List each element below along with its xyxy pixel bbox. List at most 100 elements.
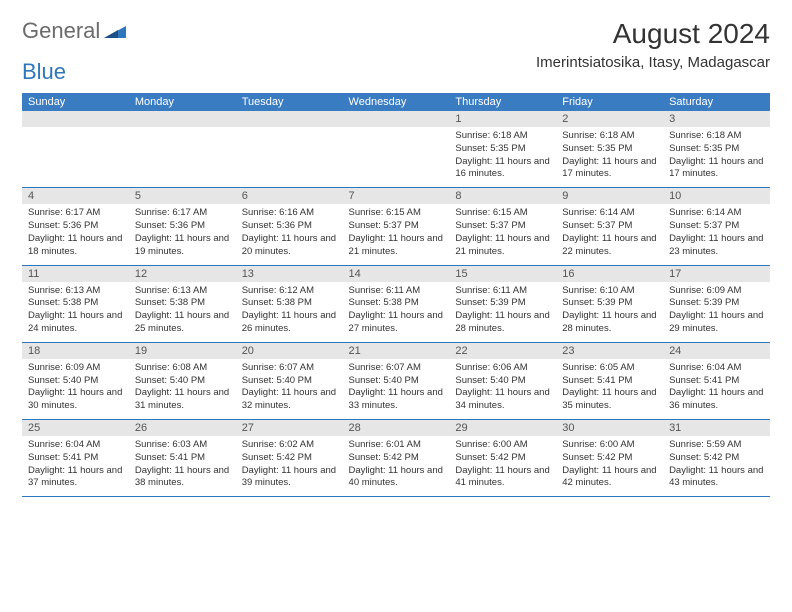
- day-number: 25: [22, 420, 129, 437]
- sunrise: Sunrise: 6:01 AM: [349, 439, 444, 452]
- day-detail: Sunrise: 6:18 AMSunset: 5:35 PMDaylight:…: [449, 127, 556, 188]
- sunrise: Sunrise: 6:10 AM: [562, 285, 657, 298]
- daylight: Daylight: 11 hours and 16 minutes.: [455, 156, 550, 182]
- day-number: 19: [129, 342, 236, 359]
- day-detail: Sunrise: 6:11 AMSunset: 5:38 PMDaylight:…: [343, 282, 450, 343]
- daynum-row: 25262728293031: [22, 420, 770, 437]
- detail-row: Sunrise: 6:09 AM Sunset: 5:40 PM Daylight:…: [22, 359, 770, 420]
- sunset: Sunset: 5:41 PM: [135, 452, 230, 465]
- logo-text-a: General: [22, 18, 100, 44]
- daylight: Daylight: 11 hours and 28 minutes.: [455, 310, 550, 336]
- daylight: Daylight: 11 hours and 33 minutes.: [349, 387, 444, 413]
- day-number: 27: [236, 420, 343, 437]
- day-detail: Sunrise: 6:14 AMSunset: 5:37 PMDaylight:…: [663, 204, 770, 265]
- sunset: Sunset: 5:41 PM: [562, 375, 657, 388]
- sunrise: Sunrise: 6:11 AM: [455, 285, 550, 298]
- sunrise: Sunrise: 6:04 AM: [28, 439, 123, 452]
- daylight: Daylight: 11 hours and 39 minutes.: [242, 465, 337, 491]
- day-number: 21: [343, 342, 450, 359]
- weekday-header: Saturday: [663, 93, 770, 111]
- day-number: 8: [449, 188, 556, 205]
- day-number: 7: [343, 188, 450, 205]
- daylight: Daylight: 11 hours and 24 minutes.: [28, 310, 123, 336]
- day-detail: Sunrise: 6:03 AMSunset: 5:41 PMDaylight:…: [129, 436, 236, 497]
- day-detail: Sunrise: 6:13 AMSunset: 5:38 PMDaylight:…: [22, 282, 129, 343]
- day-number: 9: [556, 188, 663, 205]
- daylight: Daylight: 11 hours and 43 minutes.: [669, 465, 764, 491]
- sunset: Sunset: 5:42 PM: [562, 452, 657, 465]
- day-detail: Sunrise: 6:05 AMSunset: 5:41 PMDaylight:…: [556, 359, 663, 420]
- day-detail: Sunrise: 5:59 AMSunset: 5:42 PMDaylight:…: [663, 436, 770, 497]
- day-detail: Sunrise: 6:09 AMSunset: 5:40 PMDaylight:…: [22, 359, 129, 420]
- day-detail: Sunrise: 6:00 AMSunset: 5:42 PMDaylight:…: [449, 436, 556, 497]
- daylight: Daylight: 11 hours and 41 minutes.: [455, 465, 550, 491]
- daynum-row: 11121314151617: [22, 265, 770, 282]
- day-number: 28: [343, 420, 450, 437]
- sunrise: Sunrise: 6:13 AM: [135, 285, 230, 298]
- day-number: 2: [556, 111, 663, 127]
- day-detail: Sunrise: 6:04 AMSunset: 5:41 PMDaylight:…: [22, 436, 129, 497]
- day-detail: [129, 127, 236, 188]
- daylight: Daylight: 11 hours and 27 minutes.: [349, 310, 444, 336]
- sunset: Sunset: 5:39 PM: [455, 297, 550, 310]
- day-number: 22: [449, 342, 556, 359]
- sunrise: Sunrise: 6:11 AM: [349, 285, 444, 298]
- sunset: Sunset: 5:42 PM: [349, 452, 444, 465]
- day-number: 16: [556, 265, 663, 282]
- day-number: 17: [663, 265, 770, 282]
- daylight: Daylight: 11 hours and 17 minutes.: [562, 156, 657, 182]
- sunset: Sunset: 5:42 PM: [455, 452, 550, 465]
- daylight: Daylight: 11 hours and 34 minutes.: [455, 387, 550, 413]
- sunset: Sunset: 5:38 PM: [242, 297, 337, 310]
- daylight: Daylight: 11 hours and 36 minutes.: [669, 387, 764, 413]
- daylight: Daylight: 11 hours and 26 minutes.: [242, 310, 337, 336]
- sunrise: Sunrise: 6:15 AM: [349, 207, 444, 220]
- sunrise: Sunrise: 6:14 AM: [562, 207, 657, 220]
- day-number: 4: [22, 188, 129, 205]
- sunset: Sunset: 5:41 PM: [28, 452, 123, 465]
- day-detail: Sunrise: 6:07 AMSunset: 5:40 PMDaylight:…: [236, 359, 343, 420]
- daylight: Daylight: 11 hours and 38 minutes.: [135, 465, 230, 491]
- sunset: Sunset: 5:42 PM: [242, 452, 337, 465]
- sunrise: Sunrise: 6:16 AM: [242, 207, 337, 220]
- sunrise: Sunrise: 6:06 AM: [455, 362, 550, 375]
- daylight: Daylight: 11 hours and 22 minutes.: [562, 233, 657, 259]
- day-number: 11: [22, 265, 129, 282]
- daylight: Daylight: 11 hours and 17 minutes.: [669, 156, 764, 182]
- daylight: Daylight: 11 hours and 30 minutes.: [28, 387, 123, 413]
- page: General August 2024 Imerintsiatosika, It…: [0, 0, 792, 515]
- daylight: Daylight: 11 hours and 42 minutes.: [562, 465, 657, 491]
- day-detail: Sunrise: 6:16 AMSunset: 5:36 PMDaylight:…: [236, 204, 343, 265]
- daylight: Daylight: 11 hours and 20 minutes.: [242, 233, 337, 259]
- weekday-row: Sunday Monday Tuesday Wednesday Thursday…: [22, 93, 770, 111]
- day-number: 18: [22, 342, 129, 359]
- day-number: 12: [129, 265, 236, 282]
- day-number: 23: [556, 342, 663, 359]
- day-number: 29: [449, 420, 556, 437]
- sunset: Sunset: 5:40 PM: [135, 375, 230, 388]
- sunset: Sunset: 5:37 PM: [455, 220, 550, 233]
- day-number: [129, 111, 236, 127]
- day-detail: Sunrise: 6:11 AMSunset: 5:39 PMDaylight:…: [449, 282, 556, 343]
- day-detail: Sunrise: 6:04 AMSunset: 5:41 PMDaylight:…: [663, 359, 770, 420]
- weekday-header: Monday: [129, 93, 236, 111]
- day-detail: Sunrise: 6:12 AMSunset: 5:38 PMDaylight:…: [236, 282, 343, 343]
- sunset: Sunset: 5:35 PM: [562, 143, 657, 156]
- daylight: Daylight: 11 hours and 28 minutes.: [562, 310, 657, 336]
- daylight: Daylight: 11 hours and 37 minutes.: [28, 465, 123, 491]
- day-detail: Sunrise: 6:02 AMSunset: 5:42 PMDaylight:…: [236, 436, 343, 497]
- day-number: 5: [129, 188, 236, 205]
- daylight: Daylight: 11 hours and 21 minutes.: [455, 233, 550, 259]
- day-detail: Sunrise: 6:18 AMSunset: 5:35 PMDaylight:…: [556, 127, 663, 188]
- day-detail: Sunrise: 6:06 AMSunset: 5:40 PMDaylight:…: [449, 359, 556, 420]
- sunrise: Sunrise: 6:00 AM: [562, 439, 657, 452]
- sunrise: Sunrise: 6:02 AM: [242, 439, 337, 452]
- calendar-table: Sunday Monday Tuesday Wednesday Thursday…: [22, 93, 770, 497]
- day-number: 24: [663, 342, 770, 359]
- sunrise: Sunrise: 6:08 AM: [135, 362, 230, 375]
- sunset: Sunset: 5:37 PM: [669, 220, 764, 233]
- sunset: Sunset: 5:35 PM: [455, 143, 550, 156]
- sunrise: Sunrise: 6:09 AM: [28, 362, 123, 375]
- day-detail: Sunrise: 6:13 AMSunset: 5:38 PMDaylight:…: [129, 282, 236, 343]
- detail-row: Sunrise: 6:04 AMSunset: 5:41 PMDaylight:…: [22, 436, 770, 497]
